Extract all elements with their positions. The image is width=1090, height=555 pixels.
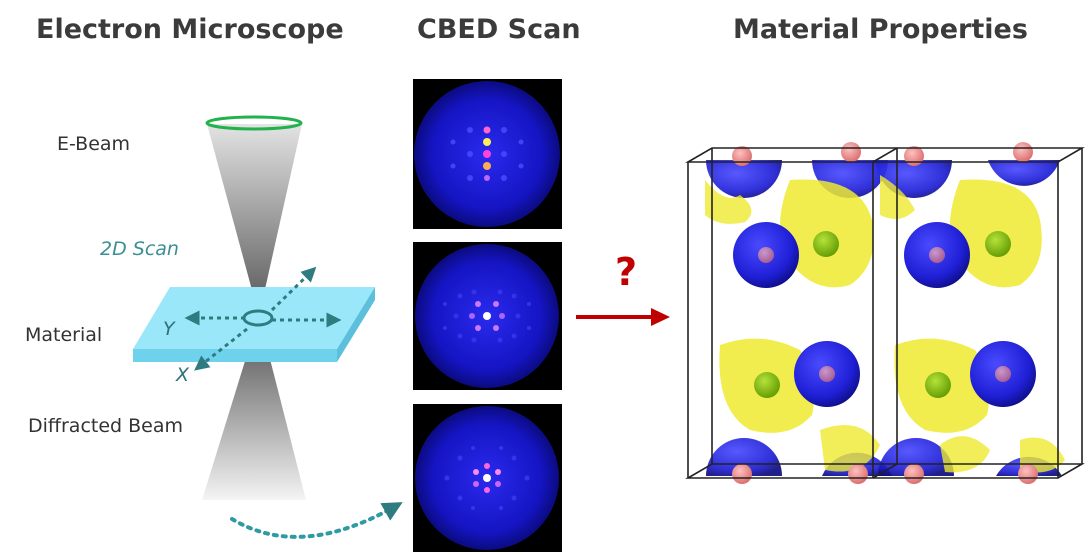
cbed-pattern-3 <box>413 404 562 552</box>
label-2d-scan: 2D Scan <box>100 238 179 260</box>
right-arrow-icon <box>576 308 670 326</box>
axis-label-y: Y <box>163 318 175 340</box>
title-material-properties: Material Properties <box>733 14 1028 45</box>
label-diffracted-beam: Diffracted Beam <box>28 415 184 437</box>
axis-label-x: X <box>176 364 190 386</box>
label-material: Material <box>25 324 103 346</box>
beam-upper-cone <box>207 124 302 316</box>
cbed-pattern-1 <box>413 79 562 229</box>
label-ebeam: E-Beam <box>57 133 131 155</box>
cbed-pattern-2 <box>413 242 562 390</box>
electron-beam <box>202 115 306 500</box>
scan-arrows-icon <box>184 266 342 371</box>
beam-lower-cone <box>202 316 306 500</box>
material-slab <box>133 287 375 362</box>
beam-source-ring-icon <box>205 115 303 131</box>
title-cbed-scan: CBED Scan <box>417 14 581 45</box>
crystal-structure <box>685 142 1085 484</box>
dotted-curve-arrow-icon <box>230 502 403 539</box>
question-mark: ? <box>615 250 638 294</box>
title-electron-microscope: Electron Microscope <box>36 14 344 45</box>
